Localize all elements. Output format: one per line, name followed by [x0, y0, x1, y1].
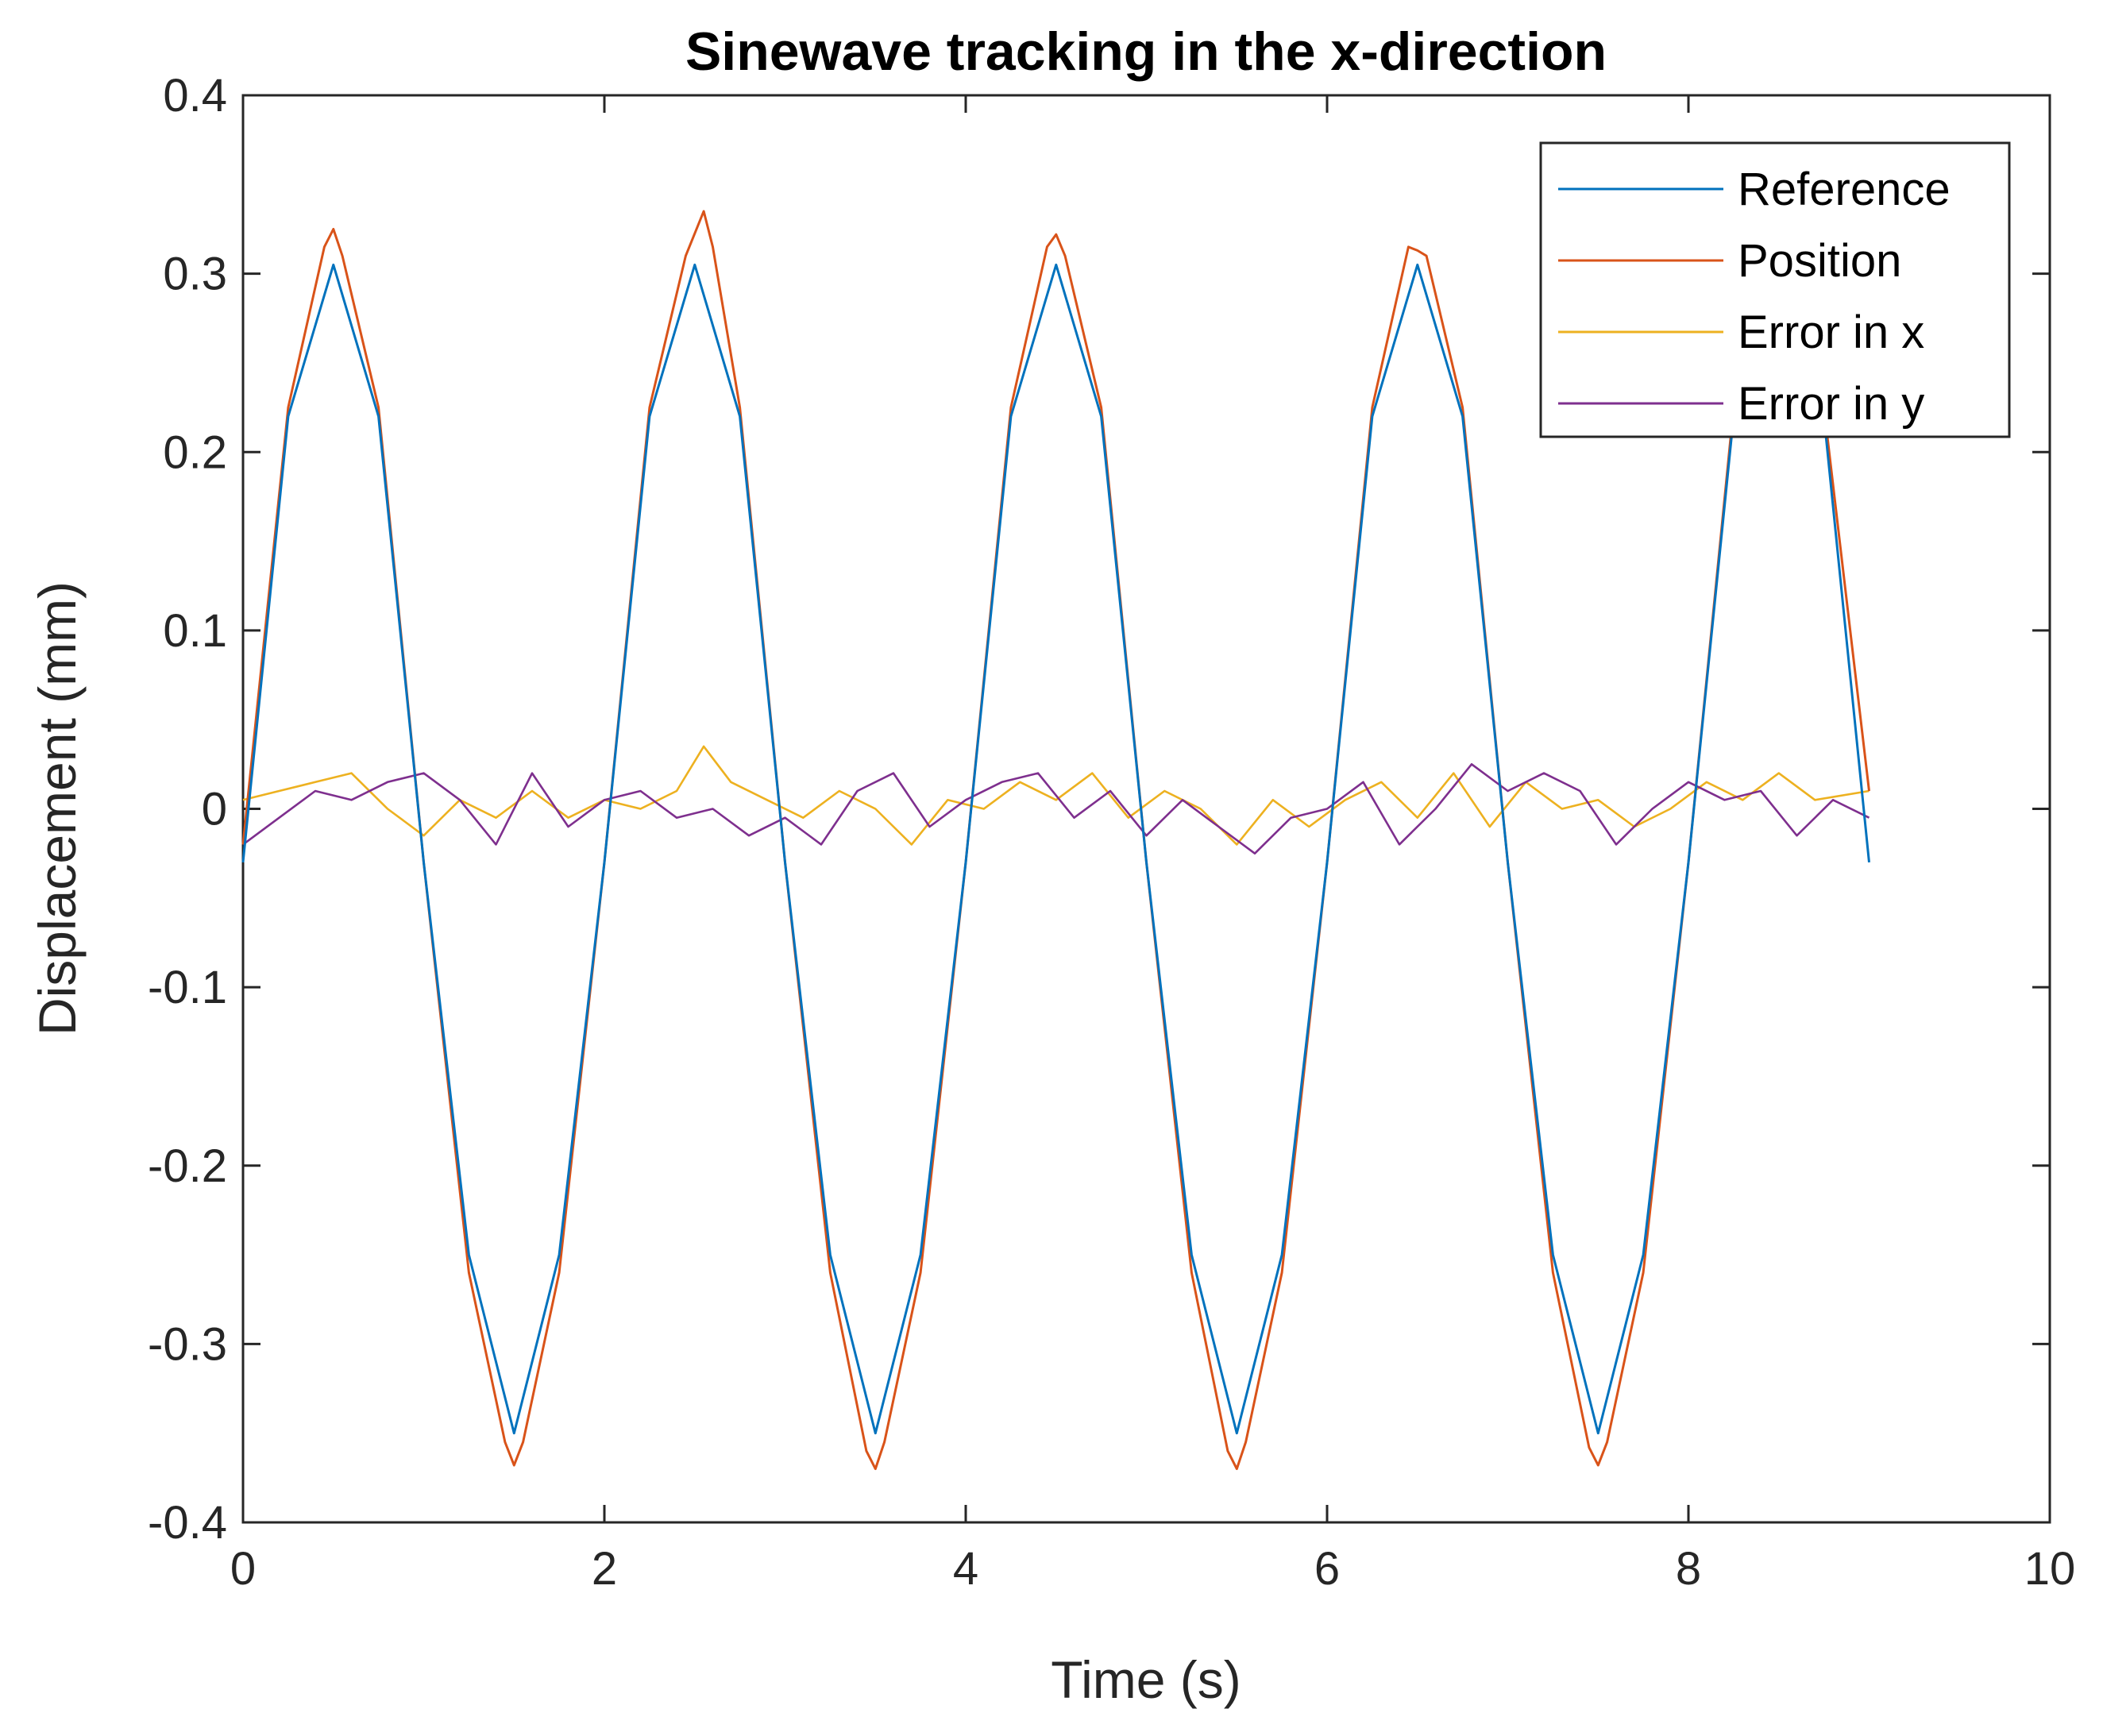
y-tick-label: -0.2 — [148, 1140, 227, 1192]
y-axis-title: Displacement (mm) — [28, 581, 87, 1036]
y-tick-label: 0 — [202, 784, 227, 835]
y-tick-label: 0.2 — [163, 426, 227, 478]
legend[interactable]: Reference Position Error in x Error in y — [1539, 141, 2011, 438]
y-tick-label: 0.1 — [163, 605, 227, 657]
series-error-in-y — [242, 762, 1870, 854]
y-tick-label: 0.4 — [163, 70, 227, 122]
y-tick-label: -0.4 — [148, 1497, 227, 1549]
x-tick-label: 0 — [230, 1543, 256, 1595]
legend-label: Error in x — [1738, 307, 1924, 358]
series-lines — [241, 210, 1870, 1471]
y-tick-label: -0.3 — [148, 1318, 227, 1370]
legend-item[interactable]: Position — [1558, 235, 1901, 287]
legend-item[interactable]: Error in x — [1558, 307, 1924, 358]
x-tick-label: 4 — [953, 1543, 978, 1595]
series-error-in-x — [242, 745, 1870, 846]
y-tick-label: 0.3 — [163, 249, 227, 300]
x-tick-label: 8 — [1676, 1543, 1701, 1595]
x-axis: 0 2 4 6 8 10 — [230, 95, 2075, 1595]
x-tick-label: 10 — [2024, 1543, 2076, 1595]
series-reference — [241, 263, 1870, 1435]
x-tick-label: 2 — [592, 1543, 617, 1595]
x-axis-title: Time (s) — [1051, 1650, 1241, 1709]
legend-box — [1539, 141, 2011, 438]
legend-label: Position — [1738, 235, 1901, 287]
y-tick-label: -0.1 — [148, 962, 227, 1013]
y-axis: -0.4 -0.3 -0.2 -0.1 0 0.1 0.2 0.3 0.4 — [148, 70, 2050, 1549]
legend-item[interactable]: Error in y — [1558, 378, 1924, 430]
legend-item[interactable]: Reference — [1558, 164, 1951, 215]
chart-title: Sinewave tracking in the x-direction — [685, 21, 1607, 82]
legend-label: Reference — [1738, 164, 1951, 215]
x-tick-label: 6 — [1314, 1543, 1340, 1595]
legend-label: Error in y — [1738, 378, 1924, 430]
series-position — [241, 210, 1870, 1471]
